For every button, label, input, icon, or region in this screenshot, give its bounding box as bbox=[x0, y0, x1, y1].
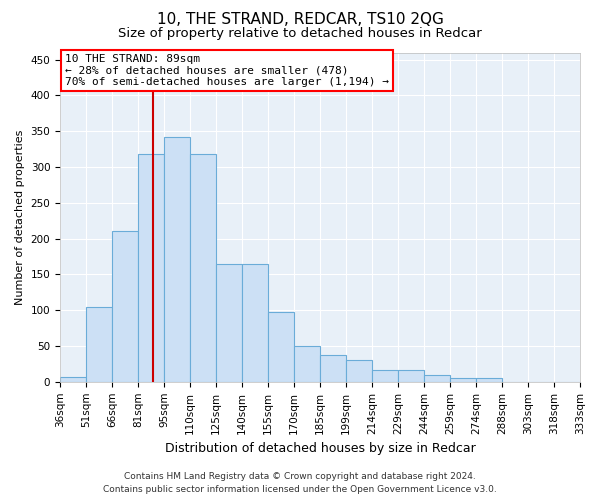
Bar bbox=[216, 264, 242, 382]
Text: Contains HM Land Registry data © Crown copyright and database right 2024.
Contai: Contains HM Land Registry data © Crown c… bbox=[103, 472, 497, 494]
Text: 10, THE STRAND, REDCAR, TS10 2QG: 10, THE STRAND, REDCAR, TS10 2QG bbox=[157, 12, 443, 28]
Bar bbox=[60, 377, 86, 382]
Bar bbox=[320, 356, 346, 382]
Text: Size of property relative to detached houses in Redcar: Size of property relative to detached ho… bbox=[118, 28, 482, 40]
Bar bbox=[112, 232, 138, 382]
Bar bbox=[346, 360, 372, 382]
Bar bbox=[476, 378, 502, 382]
Text: 10 THE STRAND: 89sqm
← 28% of detached houses are smaller (478)
70% of semi-deta: 10 THE STRAND: 89sqm ← 28% of detached h… bbox=[65, 54, 389, 88]
Bar bbox=[450, 378, 476, 382]
Bar bbox=[138, 154, 164, 382]
Bar bbox=[86, 306, 112, 382]
Bar bbox=[294, 346, 320, 382]
Bar bbox=[242, 264, 268, 382]
Y-axis label: Number of detached properties: Number of detached properties bbox=[15, 130, 25, 305]
Bar bbox=[268, 312, 294, 382]
Bar bbox=[190, 154, 216, 382]
Bar bbox=[164, 137, 190, 382]
X-axis label: Distribution of detached houses by size in Redcar: Distribution of detached houses by size … bbox=[164, 442, 475, 455]
Bar bbox=[424, 374, 450, 382]
Bar bbox=[398, 370, 424, 382]
Bar bbox=[372, 370, 398, 382]
